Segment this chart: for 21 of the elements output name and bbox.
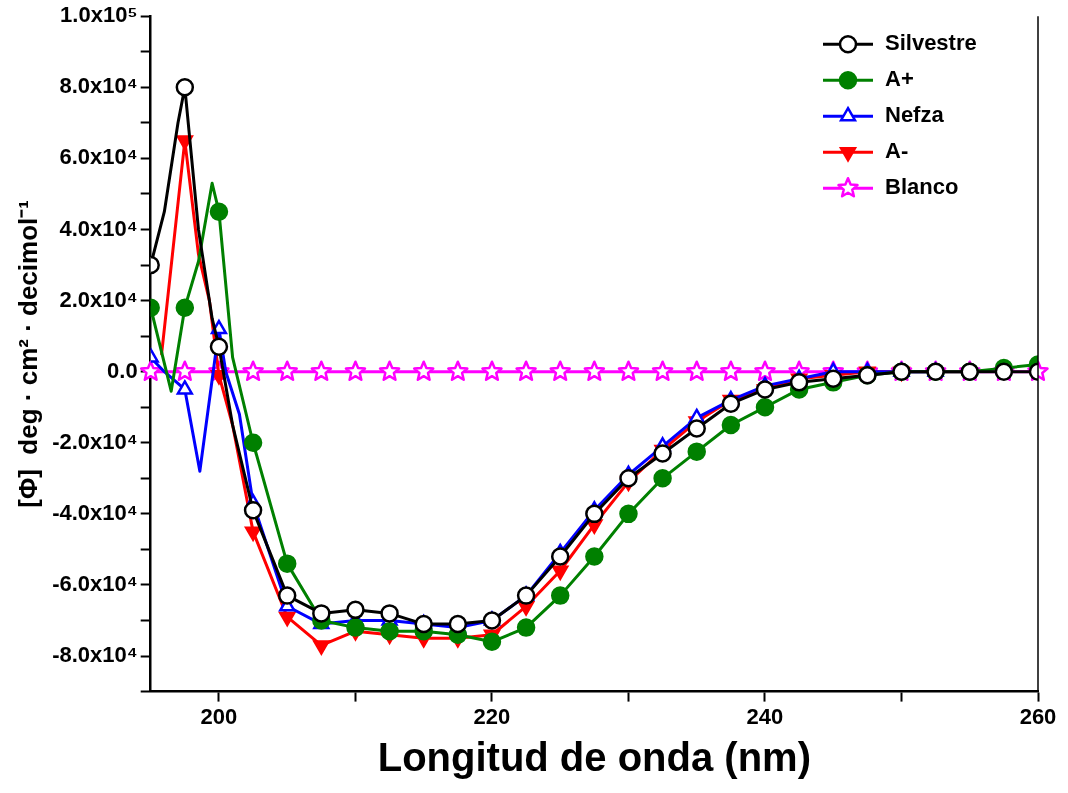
- y-axis-title: [Φ] deg · cm² · decimol⁻¹: [12, 200, 43, 508]
- y-tick-label: 6.0x10⁴: [59, 144, 138, 170]
- x-tick-label: 240: [746, 703, 784, 729]
- x-tick-label: 260: [1019, 703, 1057, 729]
- y-tick-label: 1.0x10⁵: [60, 2, 138, 28]
- y-tick-label: 0.0: [107, 357, 138, 383]
- y-tick-label: -8.0x10⁴: [52, 642, 138, 668]
- legend-label: A+: [885, 66, 914, 92]
- x-tick-label: 220: [473, 703, 511, 729]
- y-tick-label: 4.0x10⁴: [59, 215, 138, 241]
- legend-label: Nefza: [885, 102, 945, 128]
- y-tick-label: -6.0x10⁴: [52, 571, 138, 597]
- y-tick-label: -4.0x10⁴: [52, 499, 138, 525]
- legend-label: Silvestre: [885, 30, 977, 56]
- x-tick-label: 200: [200, 703, 238, 729]
- y-tick-label: 2.0x10⁴: [59, 286, 138, 312]
- y-tick-label: 8.0x10⁴: [59, 73, 138, 99]
- legend-label: A-: [885, 138, 909, 164]
- y-tick-label: -2.0x10⁴: [52, 428, 138, 454]
- x-axis-title: Longitud de onda (nm): [377, 735, 811, 780]
- legend-label: Blanco: [885, 174, 959, 200]
